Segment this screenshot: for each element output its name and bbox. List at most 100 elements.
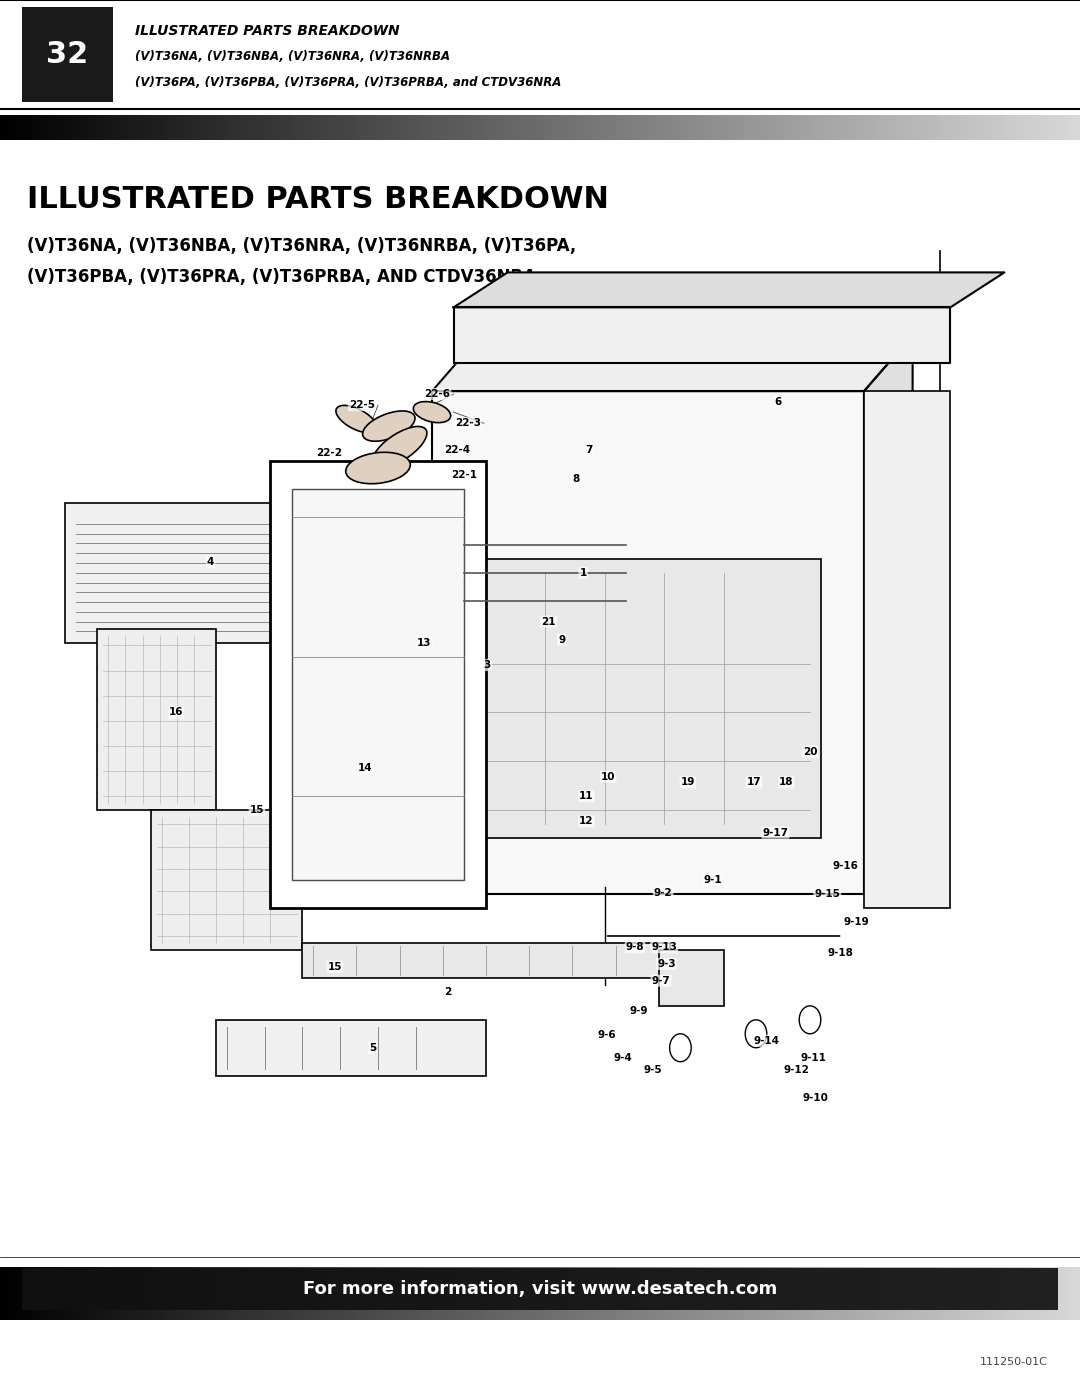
Bar	[497, 115, 503, 140]
Bar	[605, 1267, 611, 1320]
Bar	[313, 1267, 320, 1320]
Text: 20: 20	[802, 746, 818, 757]
Bar	[848, 1267, 854, 1320]
Bar	[767, 1267, 773, 1320]
Text: 16: 16	[168, 707, 184, 718]
Bar	[1026, 1267, 1032, 1320]
Bar	[589, 115, 595, 140]
Text: 9-5: 9-5	[643, 1065, 662, 1076]
Bar	[594, 1267, 600, 1320]
Bar	[761, 115, 768, 140]
Bar	[383, 1267, 390, 1320]
Bar	[659, 950, 724, 1006]
Bar	[356, 1267, 363, 1320]
Bar	[410, 1267, 417, 1320]
Bar	[470, 115, 476, 140]
Bar	[281, 1267, 287, 1320]
Bar	[1037, 1267, 1043, 1320]
Bar	[437, 115, 444, 140]
Bar	[1069, 115, 1076, 140]
Bar	[22, 7, 113, 102]
Bar	[22, 1267, 28, 1320]
Bar	[5, 115, 12, 140]
Bar	[815, 1267, 822, 1320]
Bar	[486, 115, 492, 140]
Bar	[675, 1267, 681, 1320]
Bar	[594, 115, 600, 140]
Bar	[270, 115, 276, 140]
Bar	[464, 115, 471, 140]
Bar	[675, 115, 681, 140]
Bar	[837, 1267, 843, 1320]
Bar	[184, 115, 190, 140]
Bar	[864, 1267, 870, 1320]
Text: 9-15: 9-15	[814, 888, 840, 900]
Bar	[1058, 1267, 1065, 1320]
Bar	[97, 629, 216, 810]
Bar	[254, 115, 260, 140]
Bar	[621, 115, 627, 140]
Bar	[691, 115, 698, 140]
Bar	[1004, 1267, 1011, 1320]
Bar	[248, 1267, 255, 1320]
Bar	[173, 115, 179, 140]
Bar	[108, 115, 114, 140]
Bar	[362, 115, 368, 140]
Bar	[270, 1267, 276, 1320]
Bar	[113, 1267, 120, 1320]
Bar	[43, 115, 50, 140]
Text: 5: 5	[369, 1042, 376, 1053]
Bar	[248, 115, 255, 140]
Bar	[923, 1267, 930, 1320]
Bar	[983, 115, 989, 140]
Bar	[281, 115, 287, 140]
Polygon shape	[454, 272, 1004, 307]
Bar	[421, 1267, 428, 1320]
Text: 9-6: 9-6	[597, 1030, 617, 1041]
Bar	[502, 1267, 509, 1320]
Bar	[292, 115, 298, 140]
Bar	[178, 115, 185, 140]
Bar	[535, 1267, 541, 1320]
Bar	[918, 115, 924, 140]
Bar	[545, 115, 552, 140]
Bar	[389, 1267, 395, 1320]
Polygon shape	[864, 335, 913, 894]
Bar	[373, 115, 379, 140]
Bar	[729, 115, 735, 140]
Bar	[292, 489, 464, 880]
Bar	[86, 115, 93, 140]
Bar	[335, 1267, 341, 1320]
Bar	[848, 115, 854, 140]
Text: (V)T36NA, (V)T36NBA, (V)T36NRA, (V)T36NRBA, (V)T36PA,: (V)T36NA, (V)T36NBA, (V)T36NRA, (V)T36NR…	[27, 237, 577, 254]
Text: 9-11: 9-11	[800, 1052, 826, 1063]
Text: 9: 9	[558, 634, 565, 645]
Bar	[146, 115, 152, 140]
Bar	[151, 1267, 158, 1320]
Bar	[459, 115, 465, 140]
Bar	[1069, 1267, 1076, 1320]
Ellipse shape	[346, 453, 410, 483]
Bar	[65, 1267, 71, 1320]
Text: 1: 1	[580, 567, 586, 578]
Bar	[0, 1267, 6, 1320]
Bar	[626, 1267, 633, 1320]
Text: 9-16: 9-16	[833, 861, 859, 872]
Bar	[162, 115, 168, 140]
Bar	[356, 115, 363, 140]
Bar	[427, 115, 433, 140]
Text: 9-14: 9-14	[754, 1035, 780, 1046]
Bar	[880, 1267, 887, 1320]
Bar	[302, 943, 670, 978]
Bar	[297, 1267, 303, 1320]
Bar	[967, 115, 973, 140]
Bar	[32, 115, 39, 140]
Bar	[929, 115, 935, 140]
Bar	[956, 1267, 962, 1320]
Text: 6: 6	[774, 397, 781, 408]
Text: 22-6: 22-6	[424, 388, 450, 400]
Bar	[724, 115, 730, 140]
Bar	[945, 1267, 951, 1320]
Bar	[173, 1267, 179, 1320]
Bar	[124, 115, 131, 140]
